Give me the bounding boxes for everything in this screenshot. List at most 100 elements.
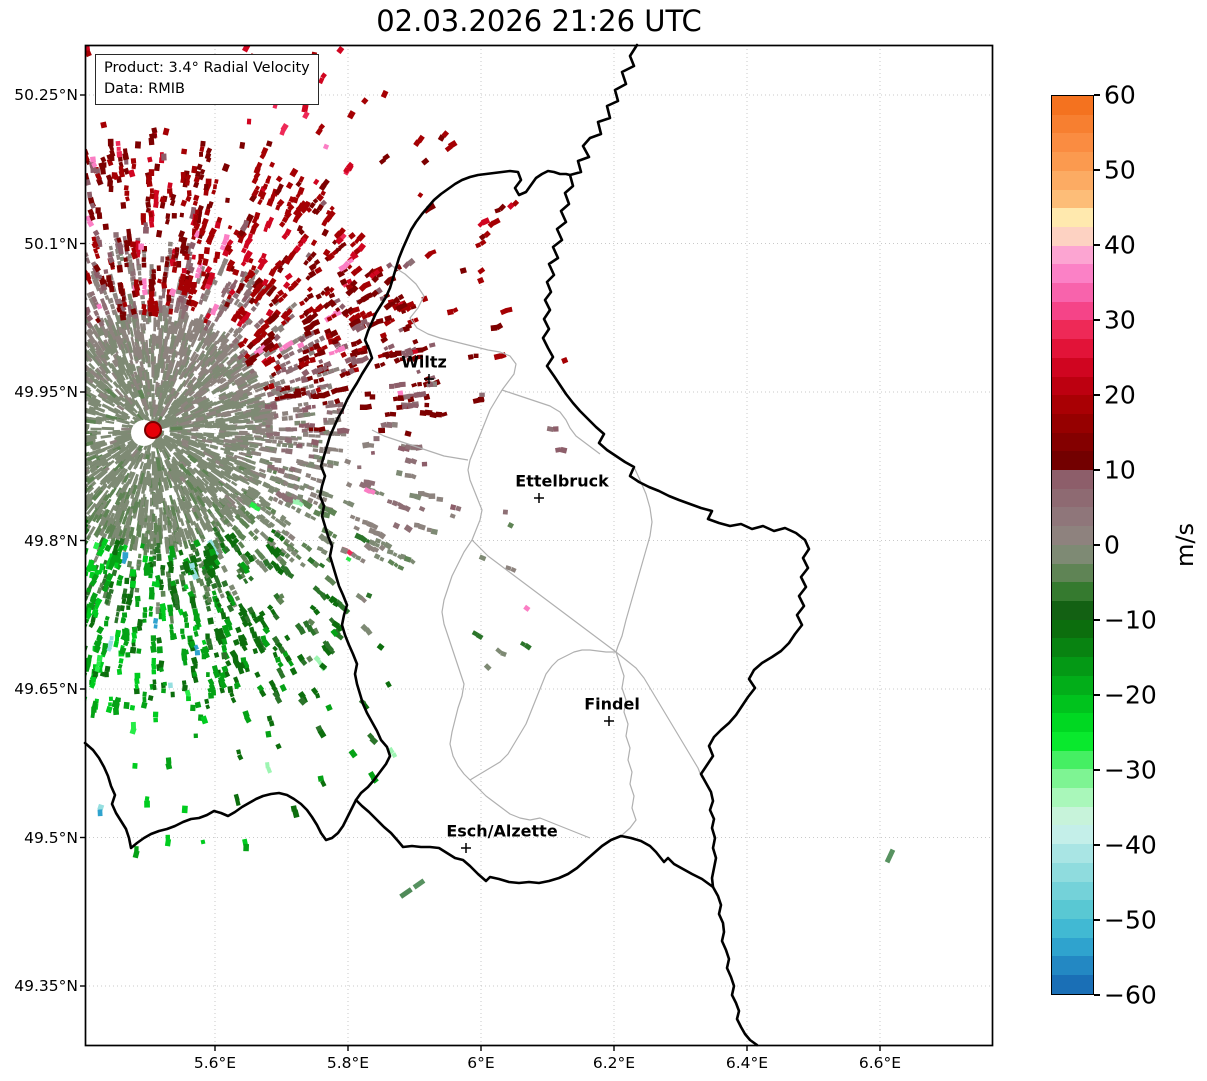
colorbar-band	[1052, 264, 1093, 284]
canton-border	[615, 651, 703, 779]
colorbar-tick-label: 50	[1104, 155, 1136, 185]
colorbar-band	[1052, 170, 1093, 190]
colorbar-tick-label: −60	[1104, 980, 1157, 1010]
radar-site-dot	[144, 421, 162, 439]
colorbar-tick-mark	[1094, 169, 1100, 171]
colorbar-tick-label: −50	[1104, 905, 1157, 935]
country-border	[318, 43, 811, 889]
canton-border	[501, 389, 601, 455]
colorbar-tick-label: −20	[1104, 680, 1157, 710]
canton-border	[469, 649, 616, 781]
colorbar-band	[1052, 226, 1093, 246]
y-tick-label: 49.8°N	[24, 531, 78, 550]
colorbar-band	[1052, 320, 1093, 340]
colorbar-tick-mark	[1094, 244, 1100, 246]
colorbar-band	[1052, 189, 1093, 209]
city-markers	[424, 374, 614, 853]
colorbar-band	[1052, 657, 1093, 676]
radar-echo-field	[86, 46, 896, 899]
colorbar-band	[1052, 283, 1093, 302]
plot-frame	[84, 44, 994, 1047]
product-line: Product: 3.4° Radial Velocity	[104, 60, 310, 76]
colorbar-band	[1052, 357, 1093, 377]
radar-site-marker	[131, 420, 162, 446]
y-tick-label: 49.95°N	[14, 383, 78, 401]
colorbar-band	[1052, 788, 1093, 807]
colorbar-band	[1052, 900, 1093, 919]
colorbar-unit-label: m/s	[1171, 523, 1199, 567]
x-tick-label: 6°E	[467, 1054, 495, 1072]
y-tick-label: 49.5°N	[24, 828, 78, 847]
colorbar-band	[1052, 638, 1093, 658]
colorbar-band	[1052, 694, 1093, 714]
colorbar-band	[1052, 301, 1093, 321]
x-tick-label: 6.6°E	[858, 1054, 902, 1072]
colorbar-band	[1052, 488, 1093, 508]
colorbar-band	[1052, 395, 1093, 414]
colorbar-band	[1052, 470, 1093, 489]
city-label: Wiltz	[401, 352, 447, 372]
colorbar-tick-mark	[1094, 769, 1100, 771]
colorbar-band	[1052, 544, 1093, 564]
colorbar-band	[1052, 114, 1093, 134]
colorbar-tick-label: −40	[1104, 830, 1157, 860]
colorbar-band	[1052, 96, 1093, 115]
y-tick-label: 50.1°N	[24, 234, 78, 253]
colorbar-band	[1052, 563, 1093, 583]
canton-border	[391, 265, 517, 391]
canton-border	[615, 651, 637, 837]
city-label: Ettelbruck	[515, 471, 609, 491]
colorbar-tick-mark	[1094, 919, 1100, 921]
colorbar-tick-mark	[1094, 694, 1100, 696]
colorbar-tick-label: 20	[1104, 380, 1136, 410]
colorbar-tick-mark	[1094, 94, 1100, 96]
country-border	[711, 885, 759, 1047]
colorbar-band	[1052, 918, 1093, 938]
y-tick-label: 49.35°N	[14, 977, 78, 995]
x-tick-label: 5.6°E	[193, 1054, 237, 1072]
colorbar-tick-label: −10	[1104, 605, 1157, 635]
colorbar-band	[1052, 376, 1093, 396]
canton-border	[371, 429, 469, 461]
colorbar	[1051, 95, 1094, 995]
map-borders	[83, 43, 811, 1047]
city-marker	[534, 493, 544, 503]
colorbar-tick-mark	[1094, 619, 1100, 621]
colorbar-band	[1052, 862, 1093, 882]
canton-border	[469, 779, 591, 839]
colorbar-band	[1052, 937, 1093, 957]
colorbar-band	[1052, 750, 1093, 770]
colorbar-band	[1052, 339, 1093, 358]
colorbar-band	[1052, 844, 1093, 863]
colorbar-band	[1052, 432, 1093, 452]
city-label: Findel	[584, 694, 640, 714]
colorbar-tick-mark	[1094, 844, 1100, 846]
city-marker	[604, 716, 614, 726]
colorbar-band	[1052, 619, 1093, 639]
colorbar-tick-mark	[1094, 394, 1100, 396]
colorbar-band	[1052, 526, 1093, 545]
canton-border	[441, 539, 473, 781]
colorbar-band	[1052, 975, 1093, 994]
colorbar-band	[1052, 881, 1093, 901]
colorbar-band	[1052, 133, 1093, 153]
colorbar-band	[1052, 731, 1093, 751]
colorbar-tick-label: 0	[1104, 530, 1120, 560]
x-tick-label: 5.8°E	[326, 1054, 370, 1072]
colorbar-band	[1052, 507, 1093, 527]
x-tick-label: 6.4°E	[725, 1054, 769, 1072]
y-tick-label: 49.65°N	[14, 680, 78, 698]
colorbar-band	[1052, 582, 1093, 601]
colorbar-band	[1052, 825, 1093, 845]
plot-title: 02.03.2026 21:26 UTC	[376, 4, 702, 38]
colorbar-tick-mark	[1094, 319, 1100, 321]
colorbar-band	[1052, 806, 1093, 826]
colorbar-band	[1052, 675, 1093, 695]
colorbar-tick-label: −30	[1104, 755, 1157, 785]
colorbar-band	[1052, 451, 1093, 471]
city-marker	[461, 843, 471, 853]
colorbar-band	[1052, 208, 1093, 227]
y-tick-label: 50.25°N	[14, 86, 78, 104]
colorbar-band	[1052, 769, 1093, 789]
